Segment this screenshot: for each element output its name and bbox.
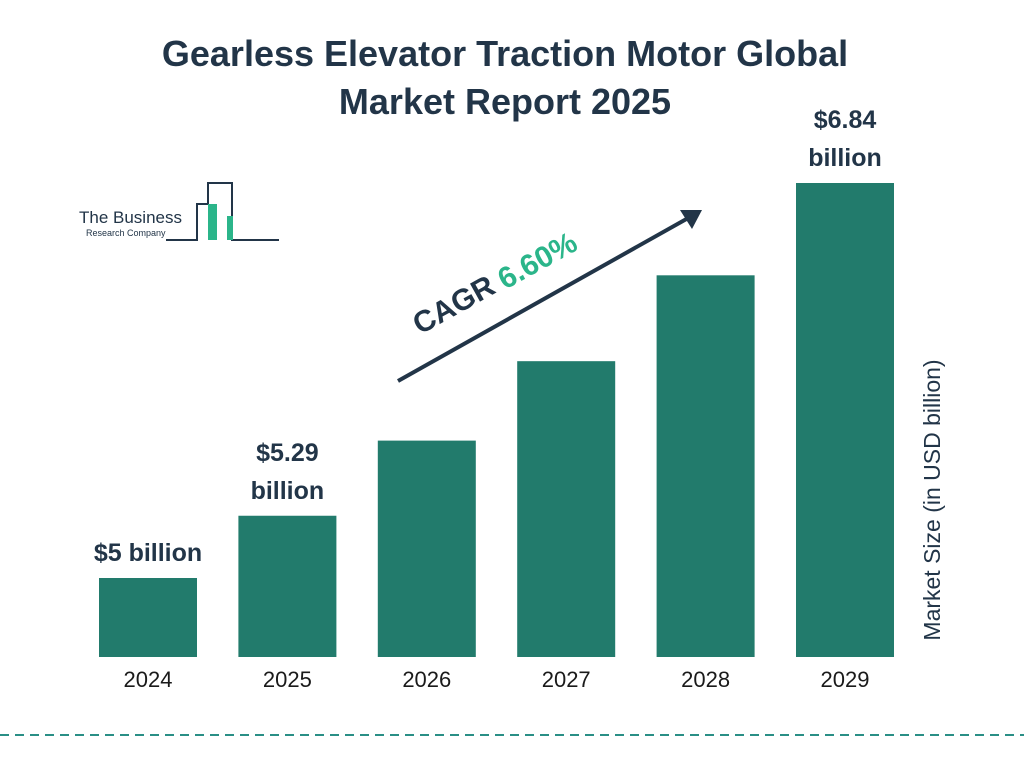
x-tick-label: 2029 (821, 667, 870, 692)
x-tick-label: 2028 (681, 667, 730, 692)
logo-text: The Business (79, 208, 182, 227)
value-label: $5.29 billion (250, 438, 325, 505)
logo: The Business Research Company (79, 182, 279, 241)
y-axis-label: Market Size (in USD billion) (919, 359, 945, 640)
bar (656, 275, 755, 657)
x-tick-label: 2024 (124, 667, 173, 692)
x-tick-label: 2026 (402, 667, 451, 692)
cagr-arrow (397, 215, 691, 383)
cagr-annotation: CAGR 6.60% (397, 210, 702, 383)
x-tick-label: 2025 (263, 667, 312, 692)
x-tick-label: 2027 (542, 667, 591, 692)
value-label: $5 billion (93, 539, 203, 567)
arrow-head (680, 210, 702, 229)
bar (238, 515, 337, 657)
logo-outline (166, 182, 279, 241)
bar (99, 578, 197, 657)
logo-bar (208, 204, 217, 240)
logo-subtext: Research Company (86, 228, 166, 238)
chart-title: Gearless Elevator Traction Motor Global … (161, 33, 849, 122)
value-label: $6.84 billion (808, 106, 882, 172)
logo-bar (227, 216, 233, 240)
bar (517, 361, 616, 657)
bar (796, 183, 894, 657)
bar (377, 440, 476, 657)
